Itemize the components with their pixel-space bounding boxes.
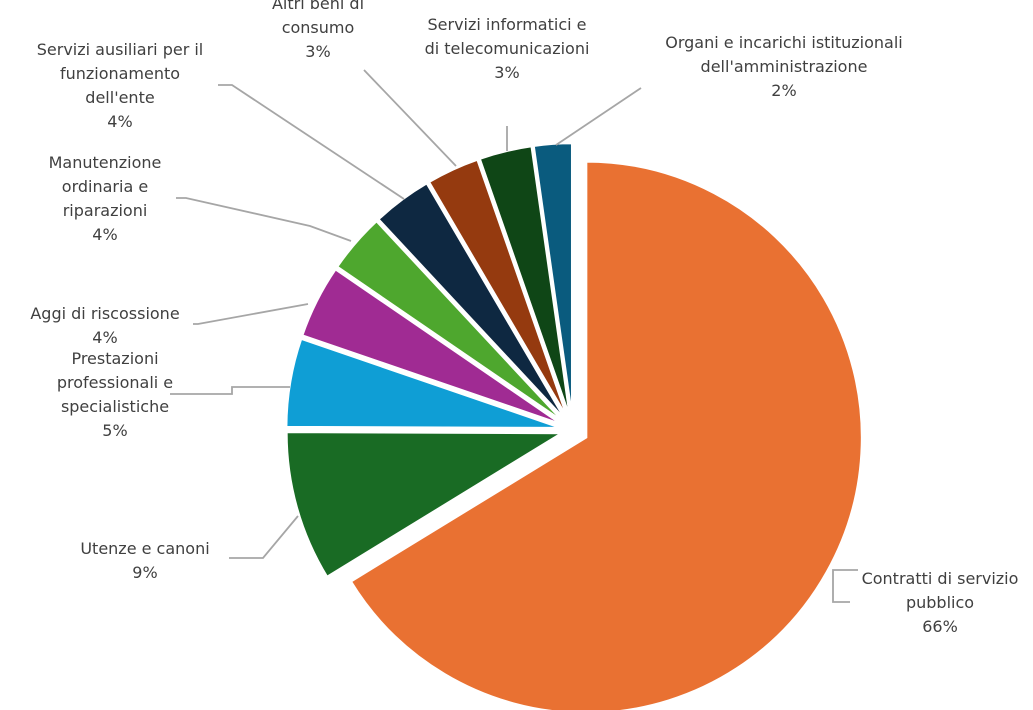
slice-percent: 3% bbox=[494, 63, 519, 82]
leader-line bbox=[555, 87, 642, 146]
slice-name: Utenze e canoni bbox=[80, 539, 209, 558]
slice-name: pubblico bbox=[906, 593, 974, 612]
slice-label: Prestazioni professionali e specialistiche… bbox=[57, 349, 173, 440]
slice-percent: 4% bbox=[107, 112, 132, 131]
leader-lines bbox=[170, 69, 858, 603]
pie-slice bbox=[348, 160, 864, 710]
slice-name: Servizi informatici e bbox=[427, 15, 586, 34]
slice-name: dell'amministrazione bbox=[701, 57, 868, 76]
slice-name: specialistiche bbox=[61, 397, 169, 416]
slice-label: Servizi informatici e di telecomunicazion… bbox=[425, 15, 590, 82]
slice-percent: 2% bbox=[771, 81, 796, 100]
pie-slice bbox=[477, 144, 572, 420]
pie-slice bbox=[532, 141, 574, 420]
slice-percent: 3% bbox=[305, 42, 330, 61]
slice-name: Manutenzione bbox=[49, 153, 162, 172]
slice-name: Altri beni di bbox=[272, 0, 364, 13]
slice-name: funzionamento bbox=[60, 64, 180, 83]
slice-name: professionali e bbox=[57, 373, 173, 392]
slice-name: di telecomunicazioni bbox=[425, 39, 590, 58]
slice-percent: 4% bbox=[92, 225, 117, 244]
leader-line bbox=[363, 69, 457, 167]
slice-labels: Contratti di servizio pubblico 66% Utenze e… bbox=[30, 0, 1018, 636]
leader-line bbox=[218, 84, 405, 200]
slice-percent: 9% bbox=[132, 563, 157, 582]
slice-name: Aggi di riscossione bbox=[30, 304, 179, 323]
pie-slice bbox=[284, 337, 563, 430]
pie-slice bbox=[285, 430, 567, 579]
slice-percent: 66% bbox=[922, 617, 958, 636]
slice-label: Organi e incarichi istituzionali dell'amm… bbox=[665, 33, 903, 100]
slice-label: Servizi ausiliari per il funzionamento del… bbox=[37, 40, 204, 131]
slice-name: consumo bbox=[282, 18, 355, 37]
slice-label: Manutenzione ordinaria e riparazioni 4% bbox=[49, 153, 162, 244]
slice-name: Servizi ausiliari per il bbox=[37, 40, 204, 59]
leader-line bbox=[229, 515, 299, 559]
slice-label: Aggi di riscossione 4% bbox=[30, 304, 179, 347]
slice-label: Utenze e canoni 9% bbox=[80, 539, 209, 582]
slice-percent: 5% bbox=[102, 421, 127, 440]
slice-label: Contratti di servizio pubblico 66% bbox=[862, 569, 1019, 636]
leader-line bbox=[176, 197, 352, 242]
slice-label: Altri beni di consumo 3% bbox=[272, 0, 364, 61]
slice-name: dell'ente bbox=[85, 88, 154, 107]
slice-name: Contratti di servizio bbox=[862, 569, 1019, 588]
slice-name: ordinaria e bbox=[62, 177, 148, 196]
slice-name: riparazioni bbox=[63, 201, 148, 220]
leader-line bbox=[193, 303, 309, 325]
slice-name: Organi e incarichi istituzionali bbox=[665, 33, 903, 52]
pie-slice bbox=[300, 267, 564, 427]
pie-slice bbox=[376, 181, 568, 423]
leader-line bbox=[832, 569, 858, 603]
slice-name: Prestazioni bbox=[71, 349, 158, 368]
leader-line bbox=[170, 386, 290, 395]
slice-percent: 4% bbox=[92, 328, 117, 347]
pie-slice bbox=[335, 219, 566, 424]
pie-slice bbox=[427, 157, 570, 421]
pie-slices bbox=[284, 141, 864, 710]
